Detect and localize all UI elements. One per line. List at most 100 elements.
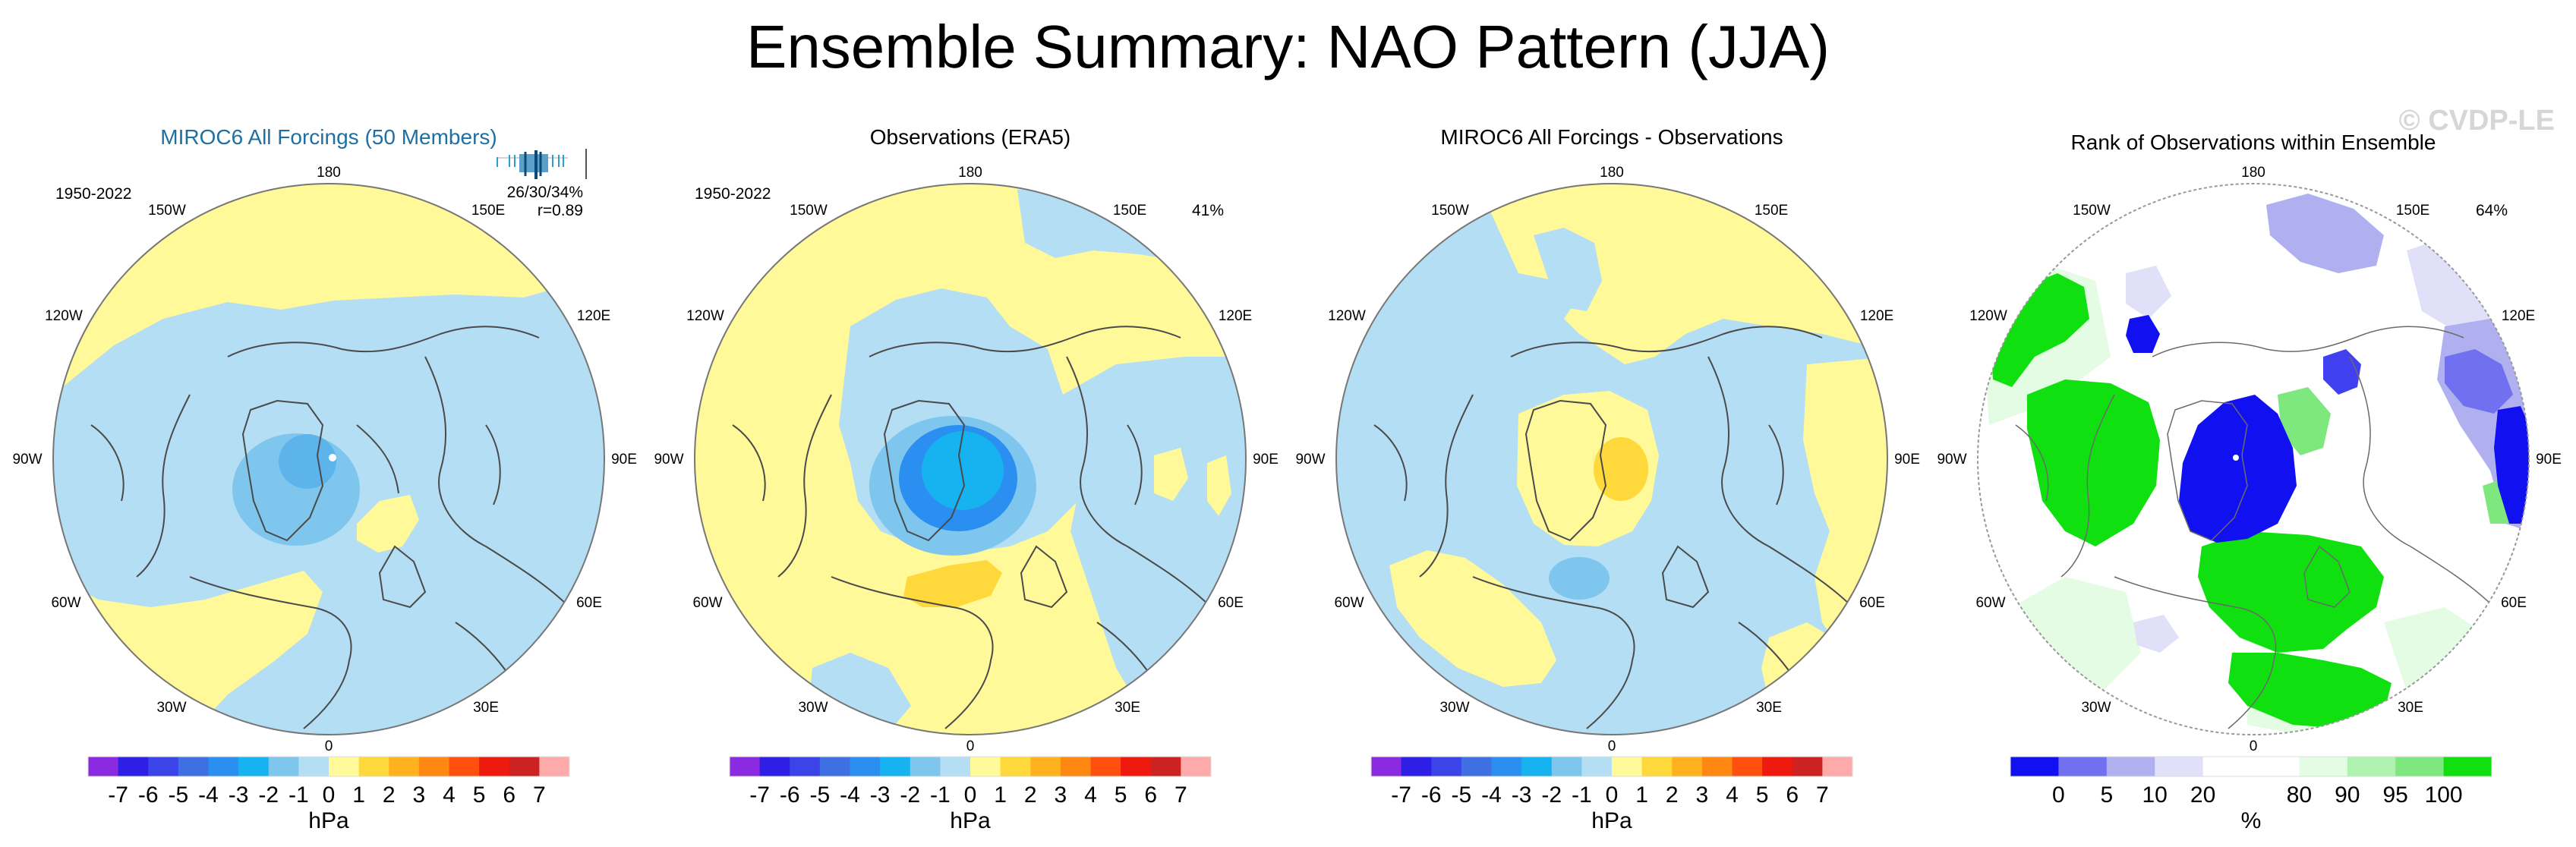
lon-label: 150E — [1113, 203, 1146, 219]
panel-4-lon-labels: 180 150E 120E 90E 60E 30E 0 30W 60W 90W … — [1937, 165, 2561, 754]
panel-2-coastlines — [732, 326, 1212, 729]
ensemble-spread-strip — [497, 149, 587, 179]
colorbar-border — [729, 756, 1212, 777]
colorbar-swatch — [2347, 757, 2396, 776]
panel-2-pos-center — [903, 560, 1002, 607]
colorbar-swatch — [418, 757, 449, 776]
panel-4-map-border — [1977, 183, 2530, 735]
panel-2-neg-core — [922, 431, 1004, 510]
panel-4-coastlines — [2015, 326, 2495, 729]
colorbar-tick-label: -2 — [900, 782, 920, 808]
watermark-text: © CVDP-LE — [2398, 105, 2555, 137]
colorbar-swatch — [88, 757, 119, 776]
colorbar-tick-label: 3 — [1055, 782, 1067, 808]
rank-light-blue — [2133, 615, 2179, 653]
colorbar-tick-label: 100 — [2425, 782, 2463, 808]
panel-4-title: Rank of Observations within Ensemble — [2071, 131, 2436, 154]
panel-3-pos-core — [1594, 437, 1648, 501]
colorbar-swatch — [118, 757, 149, 776]
lon-label: 150E — [1755, 203, 1788, 219]
panel-1-map — [53, 184, 604, 735]
colorbar-swatch — [1732, 757, 1763, 776]
panel-3-pos-center — [1517, 391, 1659, 546]
panel-2-lon-labels: 180 150E 120E 90E 60E 30E 0 30W 60W 90W … — [654, 165, 1278, 754]
lon-label: 60E — [2501, 595, 2527, 611]
panel-1-ensemble-mean: MIROC6 All Forcings (50 Members) 1950-20… — [12, 125, 636, 833]
colorbar-swatch — [730, 757, 761, 776]
panel-1-stats-line2: r=0.89 — [538, 202, 583, 219]
colorbar-swatch — [2202, 757, 2252, 776]
lon-label: 120W — [45, 308, 83, 324]
colorbar-swatch — [1030, 757, 1061, 776]
lon-label: 60W — [1975, 595, 2005, 611]
colorbar-swatch — [358, 757, 389, 776]
panel-3-coastlines — [1373, 326, 1853, 729]
lon-label: 30W — [1439, 700, 1469, 716]
panel-1-pos-pocket — [357, 495, 419, 553]
colorbar-swatch — [1792, 757, 1823, 776]
rank-medium-blue — [2266, 194, 2384, 273]
colorbar-tick-label: 5 — [473, 782, 486, 808]
lon-label: 90E — [1894, 452, 1920, 468]
lon-label: 30E — [2398, 700, 2423, 716]
panel-2-title: Observations (ERA5) — [870, 125, 1071, 149]
lon-label: 180 — [1600, 165, 1624, 181]
lon-label: 120E — [1860, 308, 1893, 324]
lon-label: 150W — [790, 203, 828, 219]
colorbar-swatch — [850, 757, 881, 776]
panel-4-colorbar: 0 5 10 20 80 90 95 100% — [2010, 756, 2492, 833]
panel-2-map-border — [694, 183, 1247, 735]
panel-1-colorbar: -7 -6 -5 -4 -3 -2 -1 0 1 2 3 4 5 6 7 hPa — [87, 756, 570, 833]
colorbar-swatch — [1701, 757, 1733, 776]
colorbar-swatch — [1431, 757, 1462, 776]
colorbar-border — [87, 756, 570, 777]
panel-3-map — [1336, 184, 1887, 735]
colorbar-border — [2010, 756, 2492, 777]
colorbar-tick-label: 6 — [1786, 782, 1799, 808]
lon-label: 120W — [686, 308, 724, 324]
colorbar-swatch — [1491, 757, 1522, 776]
colorbar-swatch — [819, 757, 850, 776]
colorbar-tick-label: 6 — [1144, 782, 1157, 808]
colorbar-swatch — [2299, 757, 2348, 776]
colorbar-swatch — [1581, 757, 1613, 776]
colorbar-swatch — [2155, 757, 2204, 776]
colorbar-tick-label: -1 — [288, 782, 309, 808]
panel-4-map — [1978, 184, 2529, 735]
colorbar-tick-label: -2 — [1541, 782, 1562, 808]
colorbar-tick-label: 3 — [413, 782, 426, 808]
colorbar-tick-label: -6 — [138, 782, 159, 808]
colorbar-swatch — [298, 757, 329, 776]
colorbar-tick-label: -5 — [169, 782, 189, 808]
colorbar-swatch — [1551, 757, 1582, 776]
colorbar-tick-label: -5 — [1452, 782, 1472, 808]
colorbar-tick-label: 7 — [1816, 782, 1829, 808]
rank-light-blue — [2126, 266, 2171, 319]
lon-label: 0 — [2250, 738, 2258, 754]
lon-label: 120E — [2502, 308, 2535, 324]
lon-label: 90W — [12, 452, 42, 468]
colorbar-swatch — [268, 757, 299, 776]
rank-blue-center — [2179, 395, 2297, 543]
lon-label: 90E — [1253, 452, 1279, 468]
panel-3-neg-north-tongue — [1534, 228, 1602, 311]
colorbar-tick-label: 3 — [1696, 782, 1709, 808]
panel-1-title: MIROC6 All Forcings (50 Members) — [160, 125, 497, 149]
panel-3-pos-west — [1389, 550, 1556, 687]
colorbar-tick-label: 2 — [1666, 782, 1679, 808]
colorbar-tick-label: 0 — [2052, 782, 2065, 808]
panel-4-percent: 64% — [2476, 202, 2508, 219]
lon-label: 30W — [156, 700, 186, 716]
rank-green-south — [2198, 531, 2384, 653]
colorbar-tick-label: 1 — [352, 782, 365, 808]
colorbar-tick-label: 20 — [2190, 782, 2215, 808]
rank-green-ne — [2278, 387, 2331, 455]
colorbar-swatch — [1181, 757, 1212, 776]
colorbar-swatch — [1822, 757, 1853, 776]
colorbar-tick-label: 1 — [1635, 782, 1648, 808]
lon-label: 120E — [577, 308, 610, 324]
colorbar-tick-label: 1 — [994, 782, 1007, 808]
colorbar-tick-label: 4 — [1084, 782, 1097, 808]
colorbar-swatch — [479, 757, 510, 776]
colorbar-swatch — [2443, 757, 2492, 776]
